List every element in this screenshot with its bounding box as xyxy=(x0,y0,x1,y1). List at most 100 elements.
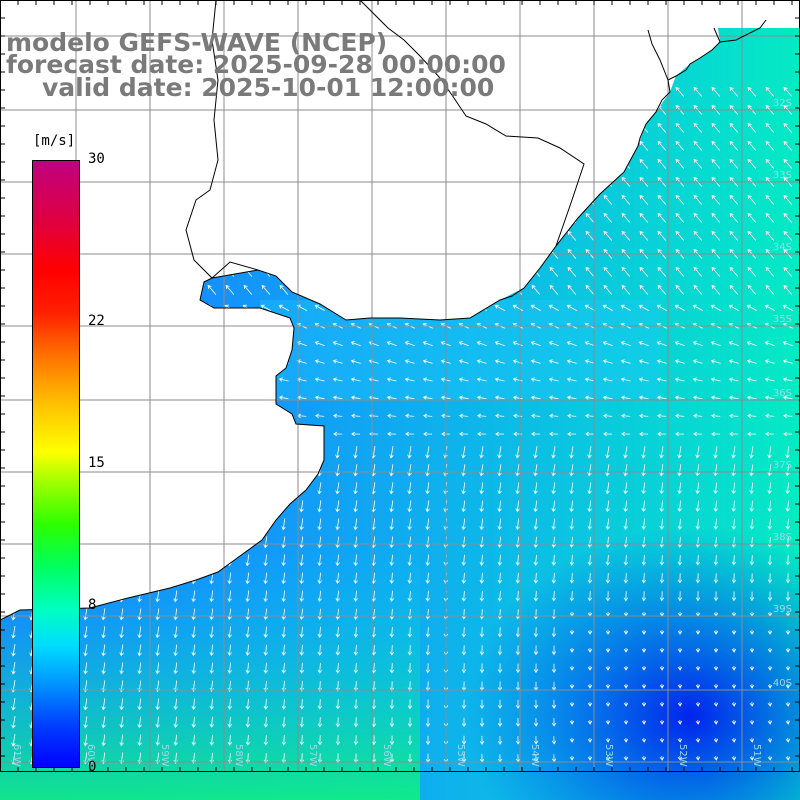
wind-arrow xyxy=(137,626,142,639)
wind-arrow xyxy=(335,446,340,459)
wind-arrow xyxy=(785,647,791,653)
wind-arrow xyxy=(515,464,520,477)
wind-arrow xyxy=(155,698,160,711)
wind-arrow xyxy=(459,212,469,223)
wind-arrow xyxy=(333,140,343,151)
wind-arrow xyxy=(155,464,160,477)
wind-arrow xyxy=(371,699,377,710)
wind-arrow xyxy=(623,482,628,495)
wind-arrow xyxy=(153,431,163,437)
wind-arrow xyxy=(335,699,341,710)
wind-arrow xyxy=(785,701,791,707)
wind-arrow xyxy=(713,701,719,707)
wind-arrow xyxy=(515,663,521,674)
wind-arrow xyxy=(764,359,775,364)
wind-arrow xyxy=(515,446,520,459)
wind-arrow xyxy=(117,122,127,133)
wind-arrow xyxy=(101,644,106,657)
wind-arrow xyxy=(566,395,577,400)
wind-arrow xyxy=(299,608,304,621)
wind-arrow xyxy=(371,645,377,656)
wind-arrow xyxy=(135,194,145,205)
wind-arrow xyxy=(603,266,613,277)
wind-arrow xyxy=(641,446,646,459)
wind-arrow xyxy=(530,395,541,400)
wind-arrow xyxy=(83,734,88,747)
wind-arrow xyxy=(513,230,523,241)
wind-arrow xyxy=(639,266,649,277)
wind-arrow xyxy=(263,644,268,656)
wind-arrow xyxy=(605,701,611,707)
wind-arrow xyxy=(675,413,685,419)
wind-arrow xyxy=(170,377,181,382)
wind-arrow xyxy=(695,555,701,566)
wind-arrow xyxy=(533,518,538,531)
wind-arrow xyxy=(314,395,325,400)
wind-arrow xyxy=(371,626,377,638)
wind-arrow xyxy=(692,304,703,311)
wind-arrow xyxy=(623,666,629,671)
wind-arrow xyxy=(155,500,160,513)
wind-arrow xyxy=(189,431,199,437)
wind-arrow xyxy=(243,212,253,223)
wind-arrow xyxy=(333,212,343,223)
wind-arrow xyxy=(227,608,232,621)
wind-arrow xyxy=(189,140,199,151)
wind-arrow xyxy=(407,446,412,459)
wind-arrow xyxy=(99,284,109,295)
wind-arrow xyxy=(173,518,178,531)
wind-arrow xyxy=(371,681,377,692)
wind-arrow xyxy=(153,413,163,419)
wind-arrow xyxy=(206,341,217,347)
wind-arrow xyxy=(783,122,793,133)
wind-arrow xyxy=(315,284,325,295)
wind-arrow xyxy=(137,644,142,657)
wind-arrow xyxy=(119,662,124,675)
wind-arrow xyxy=(191,518,196,531)
wind-arrow xyxy=(81,230,91,241)
wind-arrow xyxy=(695,536,701,548)
wind-arrow xyxy=(386,377,397,382)
wind-arrow xyxy=(81,212,91,223)
wind-arrow xyxy=(261,284,271,295)
wind-arrow xyxy=(386,341,397,347)
wind-arrow xyxy=(333,431,343,437)
wind-arrow xyxy=(278,395,289,400)
wind-arrow xyxy=(548,377,559,382)
wind-arrow xyxy=(332,377,343,382)
wind-arrow xyxy=(746,304,757,311)
wind-arrow xyxy=(225,212,235,223)
wind-arrow xyxy=(155,590,160,603)
wind-arrow xyxy=(569,701,575,707)
wind-arrow xyxy=(551,591,557,602)
wind-arrow xyxy=(785,537,791,548)
wind-arrow xyxy=(9,194,19,205)
wind-arrow xyxy=(587,719,593,725)
wind-arrow xyxy=(623,719,629,725)
wind-arrow xyxy=(422,377,433,382)
wind-arrow xyxy=(551,482,556,495)
wind-arrow xyxy=(423,158,433,169)
wind-arrow xyxy=(713,464,718,477)
wind-arrow xyxy=(729,266,739,277)
wind-arrow xyxy=(119,518,124,531)
wind-arrow xyxy=(497,717,503,727)
wind-arrow xyxy=(459,431,469,437)
wind-arrow xyxy=(497,536,502,549)
wind-arrow xyxy=(299,464,304,477)
wind-arrow xyxy=(713,591,719,602)
wind-arrow xyxy=(153,194,163,205)
wind-arrow xyxy=(749,719,755,725)
longitude-label: 54W xyxy=(529,744,540,767)
wind-arrow xyxy=(621,122,631,133)
wind-arrow xyxy=(209,554,214,567)
wind-arrow xyxy=(353,590,358,602)
wind-arrow xyxy=(83,644,88,657)
wind-arrow xyxy=(80,395,91,400)
wind-arrow xyxy=(299,662,305,674)
wind-arrow xyxy=(495,194,505,205)
wind-arrow xyxy=(98,341,109,347)
wind-arrow xyxy=(693,140,703,151)
wind-arrow xyxy=(657,86,667,97)
wind-arrow xyxy=(405,413,415,419)
